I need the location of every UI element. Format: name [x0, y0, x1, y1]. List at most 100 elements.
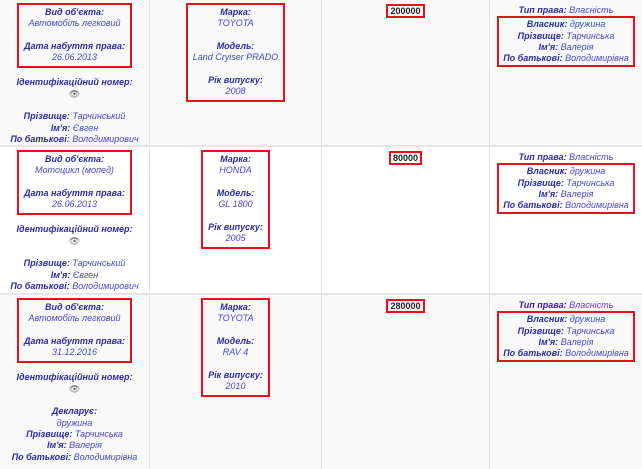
right-type-label: Тип права:	[518, 5, 567, 15]
brand-value: TOYOTA	[217, 313, 254, 324]
vehicle-cell: Марка: TOYOTA Модель: RAV 4 Рік випуску:…	[150, 295, 322, 469]
owner-surname-value: Тарчинська	[566, 177, 615, 188]
hidden-eye-icon[interactable]: 👁︎	[68, 235, 81, 246]
owner-highlight-box: Власник: дружина Прізвище: Тарчинська Ім…	[497, 16, 635, 68]
hidden-eye-icon[interactable]: 👁︎	[68, 383, 81, 394]
owner-patronymic-value: Володимирівна	[565, 200, 629, 211]
model-label: Модель:	[216, 187, 255, 198]
surname-value: Тарчинська	[74, 428, 123, 439]
owner-surname-label: Прізвище:	[517, 177, 564, 188]
year-label: Рік випуску:	[208, 369, 263, 380]
acquired-date-label: Дата набуття права:	[24, 40, 125, 51]
surname-label: Прізвище:	[23, 258, 70, 269]
owner-highlight-box: Власник: дружина Прізвище: Тарчинська Ім…	[497, 311, 635, 363]
object-type-value: Автомобіль легковий	[28, 18, 121, 29]
patronymic-label: По батькові:	[11, 451, 72, 462]
id-number-label: Ідентифікаційний номер:	[16, 372, 133, 383]
object-type-value: Автомобіль легковий	[28, 313, 121, 324]
owner-name-label: Ім'я:	[538, 336, 559, 347]
acquired-date-label: Дата набуття права:	[24, 335, 125, 346]
owner-name-label: Ім'я:	[538, 41, 559, 52]
vehicle-highlight-box: Марка: TOYOTA Модель: RAV 4 Рік випуску:…	[201, 298, 270, 398]
surname-label: Прізвище:	[26, 428, 73, 439]
right-type-value: Власність	[569, 152, 614, 162]
right-type-label: Тип права:	[518, 152, 567, 162]
cost-value: 280000	[386, 299, 425, 313]
surname-label: Прізвище:	[23, 111, 70, 122]
patronymic-label: По батькові:	[10, 280, 70, 291]
acquired-date-value: 26.06.2013	[51, 199, 98, 210]
owner-surname-value: Тарчинська	[566, 30, 615, 41]
owner-value: дружина	[569, 19, 606, 30]
id-number-label: Ідентифікаційний номер:	[16, 224, 133, 235]
acquired-date-value: 31.12.2016	[51, 347, 98, 358]
vehicle-highlight-box: Марка: HONDA Модель: GL 1800 Рік випуску…	[201, 150, 270, 250]
model-value: RAV 4	[222, 347, 249, 358]
owner-patronymic-value: Володимирівна	[565, 53, 629, 64]
owner-name-label: Ім'я:	[538, 188, 559, 199]
rights-cell: Тип права: Власність Власник: дружина Пр…	[490, 0, 642, 145]
owner-name-value: Валерія	[560, 41, 594, 52]
vehicle-cell: Марка: TOYOTA Модель: Land Cryiser PRADO…	[150, 0, 322, 145]
owner-surname-label: Прізвище:	[517, 325, 564, 336]
object-highlight-box: Вид об'єкта: Автомобіль легковий Дата на…	[17, 3, 132, 69]
hidden-eye-icon[interactable]: 👁︎	[68, 88, 81, 99]
object-type-label: Вид об'єкта:	[45, 154, 104, 164]
owner-patronymic-value: Володимирівна	[565, 348, 629, 359]
cost-cell: 80000	[322, 147, 490, 293]
object-cell: Вид об'єкта: Автомобіль легковий Дата на…	[0, 295, 150, 469]
name-value: Євген	[72, 122, 99, 133]
owner-value: дружина	[569, 314, 606, 325]
owner-label: Власник:	[526, 314, 568, 325]
declarant-value: дружина	[56, 417, 93, 428]
declarant-label: Декларує:	[51, 406, 98, 417]
year-label: Рік випуску:	[208, 74, 263, 85]
year-value: 2008	[225, 86, 246, 97]
brand-value: HONDA	[219, 165, 252, 176]
year-label: Рік випуску:	[208, 221, 263, 232]
owner-name-value: Валерія	[560, 188, 594, 199]
name-value: Валерія	[69, 440, 102, 451]
name-label: Ім'я:	[47, 440, 67, 451]
brand-label: Марка:	[220, 154, 251, 164]
id-number-label: Ідентифікаційний номер:	[16, 77, 133, 88]
rights-cell: Тип права: Власність Власник: дружина Пр…	[490, 147, 642, 293]
surname-value: Тарчинський	[72, 258, 126, 269]
surname-value: Тарчинський	[72, 111, 126, 122]
acquired-date-label: Дата набуття права:	[24, 187, 125, 198]
patronymic-label: По батькові:	[10, 133, 70, 144]
right-type-label: Тип права:	[518, 300, 567, 310]
owner-surname-value: Тарчинська	[566, 325, 615, 336]
owner-label: Власник:	[526, 166, 568, 177]
year-value: 2010	[225, 381, 246, 392]
name-value: Євген	[72, 269, 99, 280]
owner-patronymic-label: По батькові:	[503, 200, 563, 211]
model-label: Модель:	[216, 40, 255, 51]
brand-value: TOYOTA	[217, 18, 254, 29]
object-cell: Вид об'єкта: Автомобіль легковий Дата на…	[0, 0, 150, 145]
name-label: Ім'я:	[50, 122, 71, 133]
table-row: Вид об'єкта: Автомобіль легковий Дата на…	[0, 0, 642, 147]
model-value: Land Cryiser PRADO	[192, 52, 279, 63]
rights-cell: Тип права: Власність Власник: дружина Пр…	[490, 295, 642, 469]
right-type-value: Власність	[569, 5, 614, 15]
owner-patronymic-label: По батькові:	[503, 348, 563, 359]
object-highlight-box: Вид об'єкта: Мотоцикл (мопед) Дата набут…	[17, 150, 132, 216]
model-label: Модель:	[216, 335, 255, 346]
acquired-date-value: 26.06.2013	[51, 52, 98, 63]
object-type-label: Вид об'єкта:	[45, 302, 104, 312]
object-type-value: Мотоцикл (мопед)	[35, 165, 114, 176]
right-type-value: Власність	[569, 300, 614, 310]
name-label: Ім'я:	[50, 269, 71, 280]
owner-label: Власник:	[526, 19, 568, 30]
owner-highlight-box: Власник: дружина Прізвище: Тарчинська Ім…	[497, 163, 635, 215]
model-value: GL 1800	[218, 199, 253, 210]
owner-name-value: Валерія	[560, 336, 594, 347]
brand-label: Марка:	[220, 302, 251, 312]
cost-value: 80000	[388, 151, 423, 165]
patronymic-value: Володимирович	[72, 280, 139, 291]
table-row: Вид об'єкта: Мотоцикл (мопед) Дата набут…	[0, 147, 642, 295]
object-highlight-box: Вид об'єкта: Автомобіль легковий Дата на…	[17, 298, 132, 364]
cost-value: 200000	[386, 4, 425, 18]
table-row: Вид об'єкта: Автомобіль легковий Дата на…	[0, 295, 642, 469]
